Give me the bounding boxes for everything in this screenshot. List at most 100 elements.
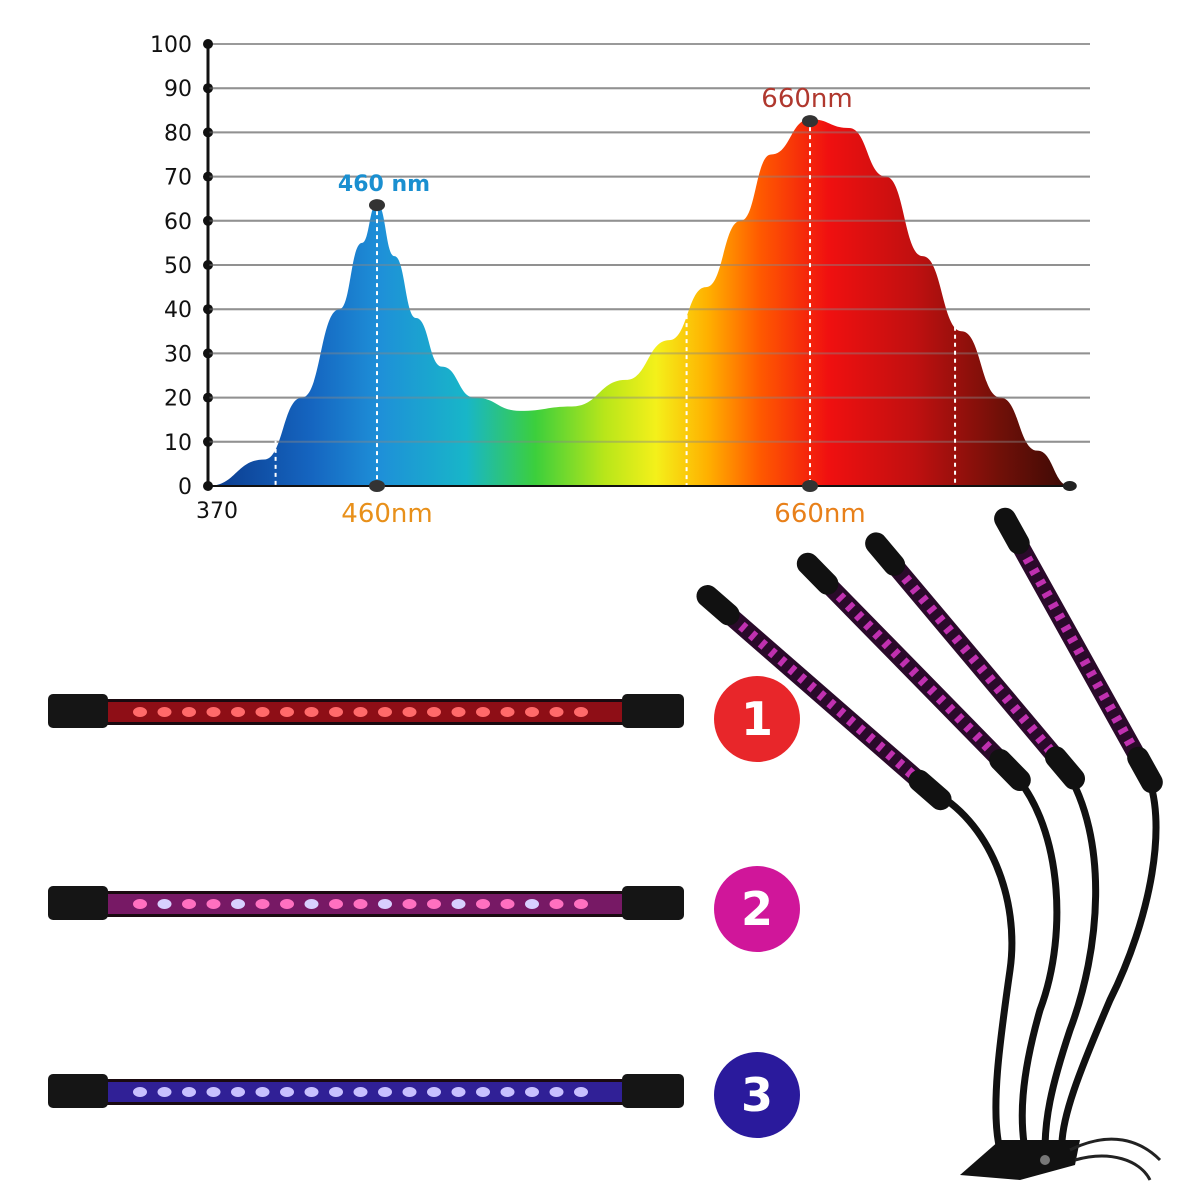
led (133, 899, 147, 909)
led (280, 1087, 294, 1097)
lamp-head-4 (994, 507, 1163, 794)
led (231, 899, 245, 909)
led (525, 899, 539, 909)
end-cap-left (48, 694, 108, 728)
led (353, 707, 368, 717)
led (549, 899, 564, 909)
lamp-head-2 (796, 552, 1031, 791)
led (206, 899, 221, 909)
led (231, 1087, 245, 1097)
led (353, 1087, 368, 1097)
led (500, 1087, 515, 1097)
end-cap-left (48, 1074, 108, 1108)
y-tick-label: 10 (164, 431, 192, 456)
mode-badge-1: 1 (714, 676, 800, 762)
led (329, 1087, 343, 1097)
led (549, 1087, 564, 1097)
lamp-leds (808, 564, 1014, 774)
gooseneck (1007, 767, 1061, 1151)
lamp-leds (708, 596, 934, 794)
led (157, 1087, 172, 1097)
x-tick-dot (369, 480, 385, 492)
led (476, 899, 490, 909)
mode-badge-3: 3 (714, 1052, 800, 1138)
peak-marker (369, 199, 385, 212)
led (500, 899, 515, 909)
y-tick-label: 40 (164, 298, 192, 323)
lamp-cap (696, 585, 740, 626)
spectrum-chart: 0 10 20 30 40 50 60 70 80 90 100 370 460nm 660nm 460 n… (150, 33, 1090, 529)
light-bar-2 (48, 886, 684, 920)
end-cap-right (622, 694, 684, 728)
led (182, 707, 196, 717)
led (157, 899, 172, 909)
led (280, 899, 294, 909)
x-tick-dot (802, 480, 818, 492)
gooseneck (1041, 766, 1100, 1151)
led (329, 707, 343, 717)
led (574, 1087, 588, 1097)
y-tick-label: 80 (164, 121, 192, 146)
led (402, 707, 417, 717)
lamp-head-3 (865, 532, 1086, 790)
led (231, 707, 245, 717)
x-axis-end-dot (1062, 481, 1077, 491)
gooseneck (1058, 768, 1160, 1151)
led (378, 707, 392, 717)
led (402, 899, 417, 909)
x-tick-label: 460nm (341, 499, 432, 529)
lamp-leds (1003, 521, 1150, 773)
led (402, 1087, 417, 1097)
led (378, 899, 392, 909)
led (182, 899, 196, 909)
led (304, 899, 319, 909)
led (451, 899, 466, 909)
led (451, 1087, 466, 1097)
mode-badge-2: 2 (714, 866, 800, 952)
led (255, 899, 270, 909)
led (255, 1087, 270, 1097)
led (549, 707, 564, 717)
spectrum-area (208, 119, 1070, 486)
peak-label: 660nm (761, 84, 852, 114)
x-tick-label: 370 (196, 499, 238, 524)
lamp-cap (994, 507, 1030, 555)
led (427, 707, 441, 717)
led (574, 899, 588, 909)
y-tick-label: 90 (164, 77, 192, 102)
led (329, 899, 343, 909)
led (427, 899, 441, 909)
led (280, 707, 294, 717)
x-tick-label: 660nm (774, 499, 865, 529)
led (476, 707, 490, 717)
led (574, 707, 588, 717)
lamp-head-1 (696, 585, 952, 811)
power-cable (1069, 1137, 1162, 1181)
led (378, 1087, 392, 1097)
lamp-cap (1127, 746, 1163, 794)
y-tick-label: 100 (150, 33, 192, 58)
gooseneck (928, 786, 1016, 1151)
y-tick-label: 0 (178, 475, 192, 500)
led (182, 1087, 196, 1097)
lamp-leds (876, 544, 1069, 772)
end-cap-right (622, 1074, 684, 1108)
led (500, 707, 515, 717)
led (304, 1087, 319, 1097)
peak-label: 460 nm (338, 172, 430, 197)
led (451, 707, 466, 717)
led (353, 899, 368, 909)
led (133, 707, 147, 717)
end-cap-left (48, 886, 108, 920)
led (206, 707, 221, 717)
end-cap-right (622, 886, 684, 920)
y-tick-label: 50 (164, 254, 192, 279)
led (525, 1087, 539, 1097)
led (255, 707, 270, 717)
led (476, 1087, 490, 1097)
lamp-cap (989, 749, 1031, 791)
light-bar-1 (48, 694, 684, 728)
light-bar-3 (48, 1074, 684, 1108)
y-tick-label: 30 (164, 342, 192, 367)
